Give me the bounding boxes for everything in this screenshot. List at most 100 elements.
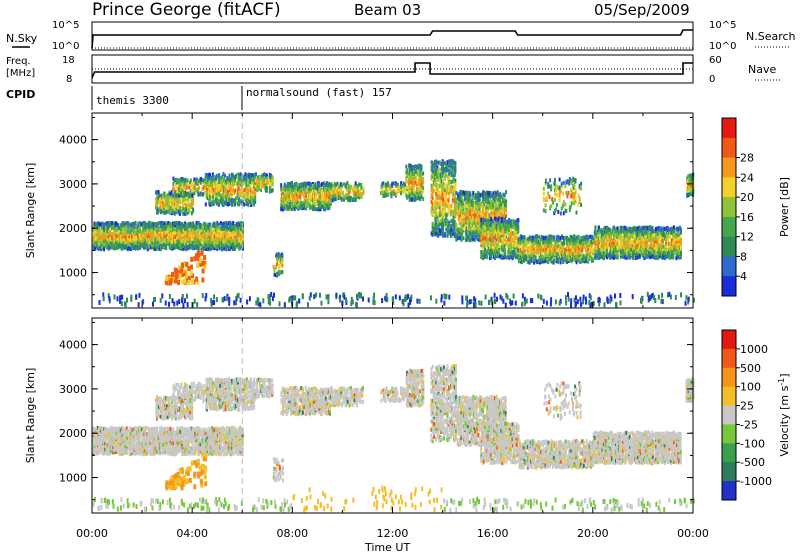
power-echo bbox=[419, 175, 422, 179]
power-echo bbox=[235, 196, 237, 201]
power-echo bbox=[178, 235, 181, 240]
power-echo bbox=[196, 235, 199, 240]
power-echo bbox=[254, 191, 257, 196]
power-echo bbox=[204, 202, 207, 207]
power-echo bbox=[212, 201, 215, 206]
power-echo bbox=[469, 209, 472, 214]
power-echo bbox=[135, 240, 138, 245]
power-echo bbox=[408, 175, 411, 180]
power-echo bbox=[116, 222, 119, 227]
power-echo bbox=[238, 193, 241, 198]
power-echo bbox=[292, 193, 295, 198]
power-echo bbox=[182, 197, 185, 202]
power-echo bbox=[192, 221, 195, 226]
power-echo bbox=[413, 179, 416, 184]
power-echo bbox=[451, 197, 454, 202]
power-echo bbox=[238, 179, 241, 184]
power-echo bbox=[435, 231, 438, 236]
power-echo bbox=[512, 242, 515, 246]
power-echo bbox=[234, 229, 237, 234]
power-echo bbox=[169, 191, 172, 196]
power-echo bbox=[176, 178, 179, 183]
power-echo bbox=[174, 245, 177, 249]
power-echo bbox=[435, 191, 438, 196]
power-echo bbox=[554, 239, 557, 244]
power-echo bbox=[116, 230, 119, 235]
power-echo bbox=[482, 199, 485, 204]
power-echo bbox=[467, 221, 470, 226]
power-echo bbox=[162, 197, 164, 202]
power-echo bbox=[402, 185, 405, 190]
power-echo bbox=[414, 196, 417, 201]
power-echo bbox=[313, 196, 316, 201]
power-echo bbox=[205, 186, 208, 191]
power-echo bbox=[181, 177, 184, 182]
power-echo bbox=[300, 184, 303, 189]
power-echo bbox=[324, 200, 327, 205]
power-echo bbox=[535, 259, 538, 264]
power-echo bbox=[444, 167, 447, 171]
power-echo bbox=[249, 182, 252, 187]
power-echo bbox=[484, 218, 487, 223]
power-echo bbox=[227, 226, 230, 231]
power-echo bbox=[139, 232, 142, 237]
power-echo bbox=[181, 229, 184, 234]
power-echo bbox=[165, 202, 168, 207]
power-echo bbox=[216, 228, 219, 233]
power-echo bbox=[537, 247, 540, 252]
power-echo bbox=[185, 245, 188, 250]
power-echo bbox=[194, 181, 197, 186]
power-echo bbox=[154, 230, 156, 235]
power-echo bbox=[182, 201, 185, 206]
power-echo bbox=[482, 256, 484, 261]
nave-label: Nave bbox=[748, 63, 776, 76]
power-echo bbox=[500, 194, 503, 199]
power-echo bbox=[452, 222, 455, 227]
power-echo bbox=[360, 185, 363, 190]
power-echo bbox=[124, 237, 127, 242]
power-echo bbox=[448, 229, 451, 234]
power-echo bbox=[309, 184, 312, 189]
power-echo bbox=[229, 194, 232, 199]
power-echo bbox=[149, 245, 152, 250]
power-echo bbox=[311, 207, 314, 211]
power-echo bbox=[547, 255, 550, 260]
power-echo bbox=[253, 190, 255, 195]
power-echo bbox=[187, 191, 190, 196]
power-echo bbox=[449, 189, 452, 194]
power-echo bbox=[298, 183, 301, 187]
power-echo bbox=[166, 209, 169, 214]
power-echo bbox=[212, 178, 215, 183]
power-echo bbox=[292, 196, 295, 201]
power-echo bbox=[243, 188, 246, 193]
power-echo bbox=[477, 220, 480, 225]
power-echo bbox=[280, 199, 283, 204]
power-echo bbox=[566, 258, 569, 262]
power-echo bbox=[156, 194, 159, 199]
power-echo bbox=[499, 191, 502, 196]
power-echo bbox=[109, 240, 112, 245]
power-echo bbox=[297, 197, 300, 202]
power-echo bbox=[490, 242, 493, 247]
power-echo bbox=[261, 182, 264, 187]
power-echo bbox=[218, 185, 221, 190]
power-echo bbox=[322, 181, 325, 186]
power-echo bbox=[498, 244, 501, 249]
power-echo bbox=[313, 184, 316, 189]
power-echo bbox=[382, 193, 385, 198]
power-echo bbox=[254, 175, 257, 180]
power-echo bbox=[432, 230, 435, 235]
power-echo bbox=[101, 234, 104, 239]
power-echo bbox=[169, 209, 172, 214]
power-echo bbox=[134, 223, 137, 228]
power-echo bbox=[232, 221, 235, 226]
power-echo bbox=[494, 198, 497, 203]
power-echo bbox=[477, 222, 480, 227]
power-echo bbox=[231, 173, 234, 178]
power-echo bbox=[439, 172, 442, 177]
power-echo bbox=[288, 202, 291, 207]
power-echo bbox=[253, 174, 255, 179]
power-echo bbox=[313, 207, 316, 212]
power-echo bbox=[395, 182, 398, 187]
power-echo bbox=[217, 189, 220, 194]
